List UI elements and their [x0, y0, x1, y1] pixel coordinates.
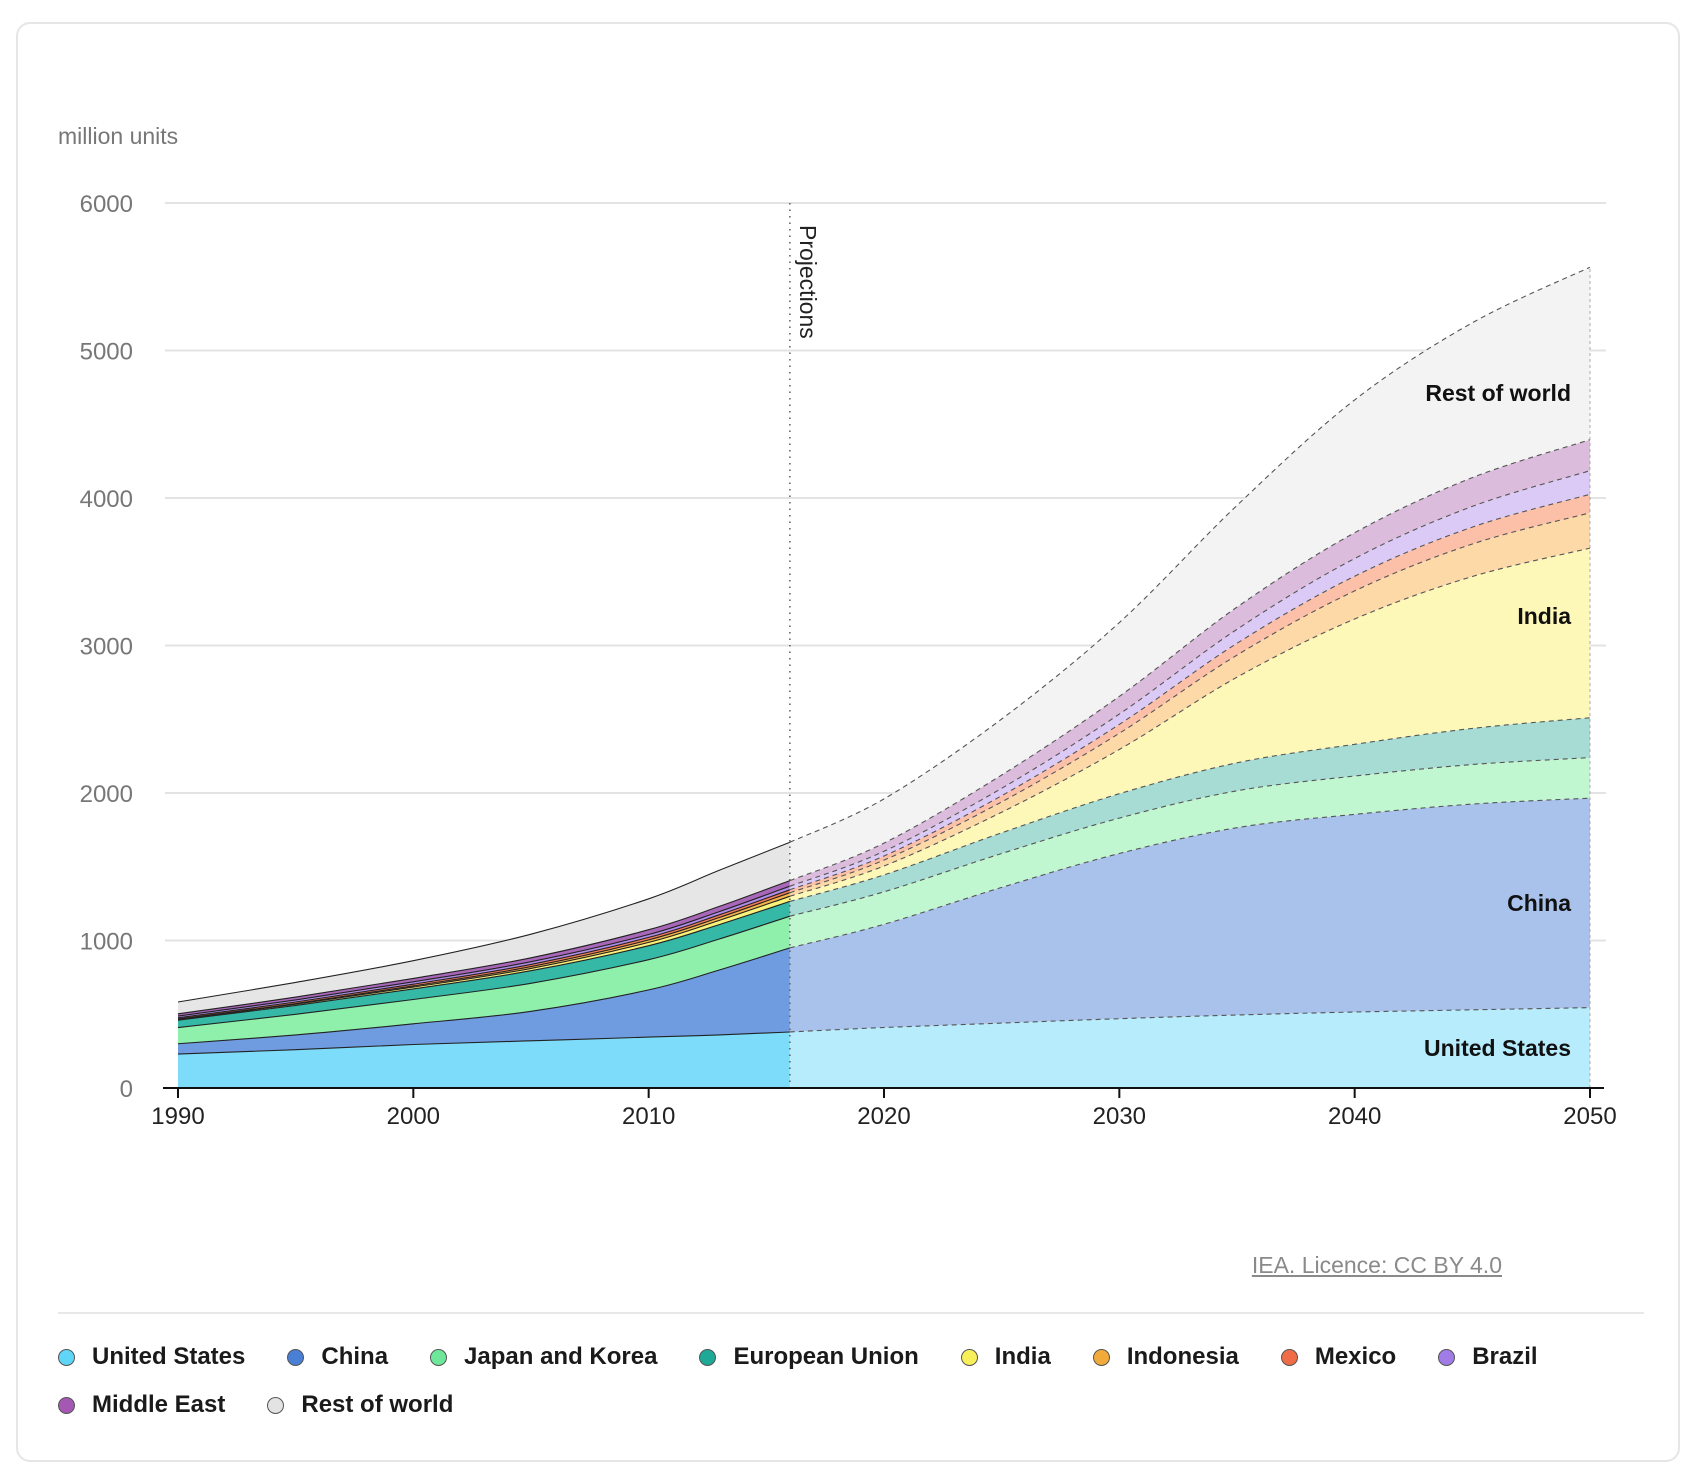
legend-swatch-icon	[960, 1348, 978, 1366]
area-european-union-projection	[789, 717, 1590, 917]
area-middle-east-projection	[789, 439, 1590, 887]
x-tick-label: 2020	[857, 1103, 910, 1130]
area-japan-and-korea-projection	[789, 757, 1590, 948]
line-indonesia-projection	[789, 512, 1591, 894]
legend-swatch-icon	[1280, 1348, 1298, 1366]
y-tick-label: 6000	[80, 191, 133, 218]
legend-item-label: Brazil	[1472, 1343, 1538, 1370]
legend-item-middle-east[interactable]: Middle East	[58, 1390, 225, 1420]
line-brazil-historical	[177, 885, 791, 1017]
line-united-states-historical	[177, 1031, 790, 1055]
line-china-historical	[177, 947, 791, 1045]
line-india-projection	[789, 547, 1591, 897]
inline-label-rest-of-world: Rest of world	[1425, 380, 1571, 406]
x-tick-label: 2010	[622, 1103, 675, 1130]
legend-swatch-icon	[430, 1348, 448, 1366]
legend-swatch-icon	[699, 1348, 717, 1366]
chart-legend: United States China Japan and Korea Europea…	[58, 1342, 1658, 1438]
legend-item-label: Indonesia	[1126, 1343, 1239, 1370]
y-tick-label: 0	[120, 1076, 133, 1103]
legend-item-label: Middle East	[92, 1391, 226, 1418]
line-japan-and-korea-projection	[789, 757, 1591, 917]
area-united-states-projection	[789, 1007, 1590, 1088]
license-credit-link[interactable]: IEA. Licence: CC BY 4.0	[1251, 1252, 1502, 1278]
area-european-union-historical	[178, 901, 790, 1028]
legend-item-european-union[interactable]: European Union	[699, 1342, 919, 1372]
area-rest-of-world-historical	[178, 842, 790, 1014]
area-china-historical	[178, 947, 790, 1055]
inline-label-united-states: United States	[1424, 1035, 1571, 1061]
line-china-projection	[789, 797, 1591, 949]
area-india-projection	[789, 548, 1590, 902]
line-indonesia-historical	[177, 892, 791, 1020]
x-tick-label: 1990	[151, 1103, 204, 1130]
stacked-area-chart: million units 0 1000 2000 3000 4000 5000 6000 Pr…	[58, 123, 1617, 1130]
x-tick-label: 2050	[1563, 1103, 1616, 1130]
area-china-projection	[789, 798, 1590, 1032]
legend-item-label: Rest of world	[301, 1391, 454, 1418]
area-rest-of-world-projection	[789, 267, 1590, 881]
legend-item-label: European Union	[733, 1343, 919, 1370]
legend-swatch-icon	[287, 1348, 305, 1366]
projection-label: Projections	[795, 225, 821, 339]
line-rest-of-world-projection	[789, 266, 1591, 843]
y-axis-label: million units	[58, 123, 178, 149]
legend-swatch-icon	[1438, 1348, 1456, 1366]
area-brazil-projection	[789, 470, 1590, 890]
legend-item-label: Japan and Korea	[464, 1343, 658, 1370]
area-indonesia-projection	[789, 512, 1590, 897]
legend-item-japan-and-korea[interactable]: Japan and Korea	[430, 1342, 657, 1372]
legend-item-mexico[interactable]: Mexico	[1280, 1342, 1397, 1372]
x-tick-label: 2030	[1093, 1103, 1146, 1130]
legend-swatch-icon	[58, 1396, 75, 1414]
line-middle-east-historical	[177, 880, 791, 1015]
legend-item-label: China	[321, 1343, 389, 1370]
x-tick-label: 2000	[387, 1103, 440, 1130]
line-india-historical	[177, 895, 791, 1020]
inline-label-india: India	[1517, 603, 1571, 629]
legend-swatch-icon	[58, 1348, 75, 1366]
y-tick-label: 4000	[80, 486, 133, 513]
area-united-states-historical	[178, 1032, 790, 1088]
legend-item-rest-of-world[interactable]: Rest of world	[267, 1390, 453, 1420]
line-japan-and-korea-historical	[177, 915, 791, 1029]
legend-item-china[interactable]: China	[287, 1342, 388, 1372]
line-european-union-historical	[177, 900, 791, 1021]
line-mexico-historical	[177, 889, 791, 1019]
legend-item-india[interactable]: India	[960, 1342, 1051, 1372]
x-tick-label: 2040	[1328, 1103, 1381, 1130]
line-brazil-projection	[789, 470, 1591, 887]
y-tick-label: 3000	[80, 634, 133, 661]
legend-swatch-icon	[267, 1396, 285, 1414]
legend-item-united-states[interactable]: United States	[58, 1342, 245, 1372]
legend-swatch-icon	[1092, 1348, 1110, 1366]
y-tick-label: 2000	[80, 781, 133, 808]
legend-item-brazil[interactable]: Brazil	[1438, 1342, 1538, 1372]
legend-item-indonesia[interactable]: Indonesia	[1092, 1342, 1239, 1372]
y-tick-label: 1000	[80, 929, 133, 956]
area-japan-and-korea-historical	[178, 916, 790, 1044]
y-tick-label: 5000	[80, 339, 133, 366]
legend-item-label: India	[994, 1343, 1051, 1370]
legend-item-label: Mexico	[1314, 1343, 1397, 1370]
legend-divider	[58, 1312, 1644, 1314]
inline-label-china: China	[1507, 890, 1571, 916]
legend-item-label: United States	[92, 1343, 246, 1370]
line-rest-of-world-historical	[177, 841, 791, 1003]
